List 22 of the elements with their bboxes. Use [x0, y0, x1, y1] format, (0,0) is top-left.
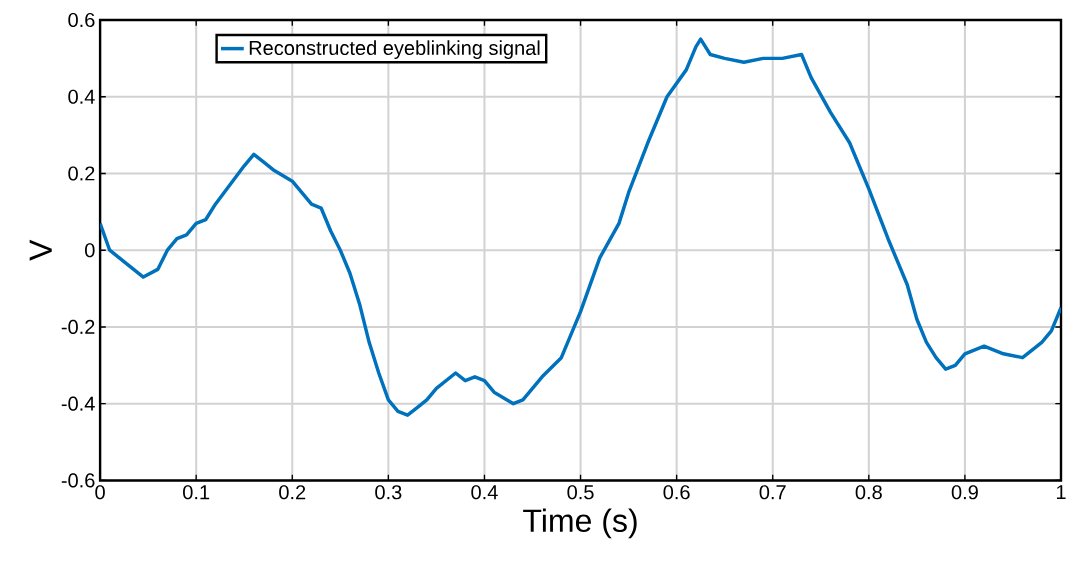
x-tick-label: 0.4 [471, 485, 498, 500]
x-tick-label: 0.3 [375, 485, 402, 500]
x-tick-label: 0.1 [183, 485, 210, 500]
y-tick-label: -0.2 [61, 319, 95, 334]
y-tick-label: 0 [85, 243, 95, 258]
x-tick-label: 0.6 [663, 485, 690, 500]
x-tick-label: 0.5 [567, 485, 594, 500]
x-tick-label: 1 [1056, 485, 1066, 499]
x-axis-title: Time (s) [523, 508, 637, 539]
y-tick-label: -0.6 [61, 473, 95, 488]
y-tick-label: 0.6 [68, 12, 95, 27]
y-tick-label: 0.2 [68, 166, 95, 181]
line-series [100, 37, 1061, 417]
x-tick-label: 0.9 [951, 485, 978, 500]
y-tick-label: 0.4 [68, 89, 95, 104]
y-axis-title: V [29, 239, 52, 261]
x-tick-label: 0.8 [855, 485, 882, 500]
x-tick-label: 0 [95, 485, 105, 500]
x-tick-label: 0.7 [759, 485, 786, 500]
x-tick-label: 0.2 [279, 485, 306, 500]
legend-label: Reconstructed eyeblinking signal [249, 40, 540, 59]
y-tick-label: -0.4 [61, 396, 95, 411]
